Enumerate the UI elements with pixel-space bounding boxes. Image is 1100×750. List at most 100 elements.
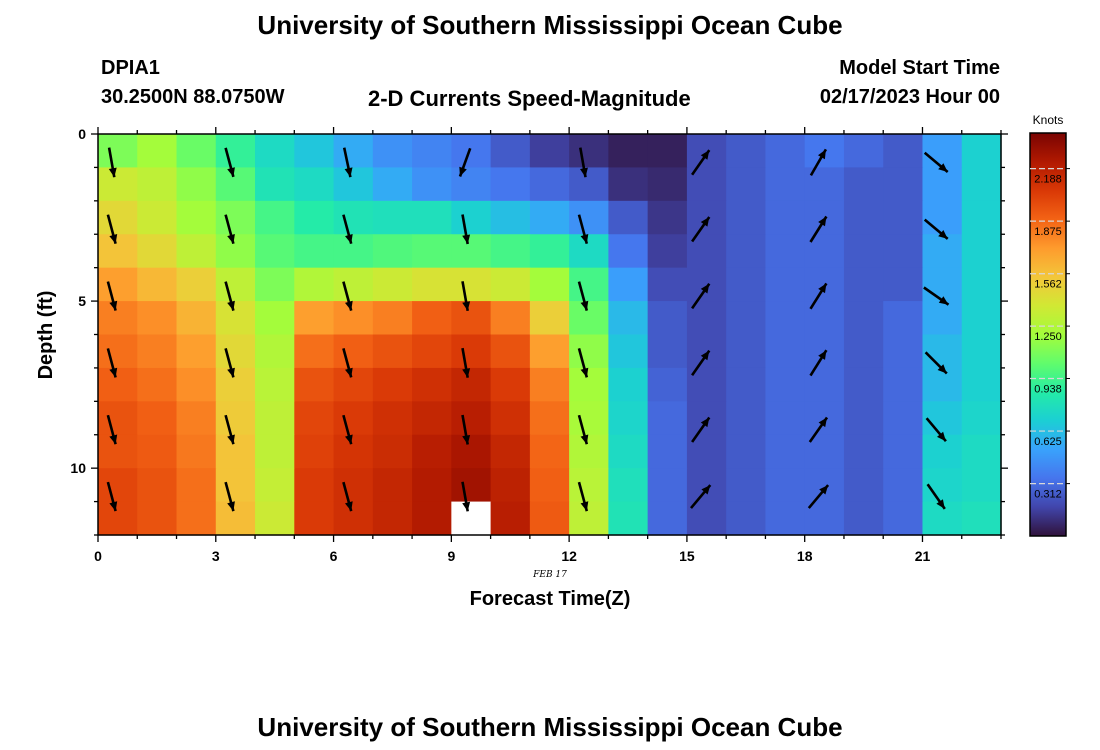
heatmap-cell [726, 501, 767, 536]
heatmap-cell [255, 134, 295, 169]
heatmap-cell [569, 334, 609, 369]
heatmap-cell [490, 200, 531, 235]
heatmap-cell [451, 434, 492, 469]
heatmap-cell [372, 334, 413, 369]
heatmap-cell [98, 401, 138, 436]
colorbar-tick-label: 0.938 [1034, 383, 1062, 395]
arrow-head [580, 167, 588, 178]
arrow-head [818, 350, 827, 360]
heatmap-cell [215, 167, 256, 202]
heatmap-cell [804, 401, 845, 436]
heatmap-cell [412, 134, 452, 169]
heatmap-cell [333, 501, 374, 536]
heatmap-cell [451, 267, 492, 302]
current-arrow [690, 484, 712, 509]
heatmap-cell [137, 401, 178, 436]
heatmap-cell [647, 401, 688, 436]
y-axis-ticks: 0 5 10 [70, 126, 1008, 536]
heatmap-cell [883, 267, 924, 302]
heatmap-cell [529, 234, 570, 269]
heatmap-cell [883, 501, 924, 536]
current-arrow [923, 286, 950, 306]
heatmap-cell [176, 167, 217, 202]
heatmap-cell [333, 200, 374, 235]
heatmap-cell [843, 434, 884, 469]
heatmap-cell [372, 267, 413, 302]
heatmap-cell [961, 234, 1002, 269]
heatmap-cell [490, 401, 531, 436]
arrow-head [227, 501, 235, 512]
arrow-head [700, 217, 710, 227]
arrow-head [937, 431, 946, 442]
heatmap-cell [883, 167, 924, 202]
heatmap-cell [333, 167, 374, 202]
heatmap-cell [647, 301, 688, 336]
heatmap-cell [961, 267, 1002, 302]
arrow-head [108, 167, 117, 178]
colorbar-tick-label: 1.250 [1034, 331, 1062, 343]
arrow-head [109, 367, 118, 378]
current-arrow [577, 414, 589, 445]
heatmap-cell [922, 301, 963, 336]
model-start-time-label: Model Start Time [839, 57, 1000, 79]
heatmap-cell [372, 401, 413, 436]
heatmap-cell [412, 200, 452, 235]
y-tick-label: 10 [70, 460, 86, 476]
heatmap-cell [961, 501, 1002, 536]
heatmap-cell [294, 468, 335, 503]
missing-cell [451, 501, 492, 536]
heatmap-cell [922, 134, 963, 169]
heatmap-cell [215, 134, 256, 169]
arrow-head [462, 301, 471, 311]
heatmap-cell [98, 468, 138, 503]
current-arrow [461, 347, 471, 378]
heatmap-cell [608, 134, 649, 169]
heatmap-cell [726, 401, 767, 436]
heatmap-cell [98, 200, 138, 235]
heatmap-cell [922, 167, 963, 202]
x-tick-label: 3 [212, 548, 220, 564]
colorbar-tick-label: 0.312 [1034, 489, 1062, 501]
heatmap-cell [883, 367, 924, 402]
heatmap-cell [647, 234, 688, 269]
heatmap-cell [765, 200, 806, 235]
arrow-head [227, 300, 235, 311]
current-arrow [224, 214, 235, 245]
heatmap-cell [98, 134, 138, 169]
heatmap-cell [686, 267, 727, 302]
heatmap-cell [608, 334, 649, 369]
heatmap-cell [294, 334, 335, 369]
current-arrow [461, 281, 471, 312]
heatmap-cell [883, 401, 924, 436]
heatmap-cell [294, 267, 335, 302]
heatmap-cell [608, 167, 649, 202]
heatmap-cell [765, 301, 806, 336]
heatmap-cell [215, 234, 256, 269]
arrow-head [818, 417, 827, 428]
model-start-time-value: 02/17/2023 Hour 00 [819, 86, 1000, 108]
heatmap-cell [883, 234, 924, 269]
heatmap-cell [608, 434, 649, 469]
arrow-head [345, 434, 353, 445]
heatmap-cell [98, 434, 138, 469]
heatmap-cell [961, 301, 1002, 336]
x-tick-label: 21 [915, 548, 931, 564]
current-arrow [342, 481, 353, 512]
current-arrow [809, 349, 828, 377]
heatmap-cell [608, 234, 649, 269]
current-arrow [691, 349, 711, 376]
current-arrow [224, 481, 235, 512]
heatmap-cell [333, 334, 374, 369]
heatmap-cell [98, 367, 138, 402]
heatmap-cell [608, 267, 649, 302]
arrow-head [700, 150, 710, 160]
heatmap-cell [961, 134, 1002, 169]
heatmap-cell [333, 367, 374, 402]
arrow-head [109, 234, 118, 244]
heatmap-cell [490, 334, 531, 369]
heatmap-cell [215, 200, 256, 235]
heatmap-cell [883, 434, 924, 469]
y-tick-label: 5 [78, 293, 86, 309]
current-arrow [342, 214, 353, 245]
heatmap-cell [608, 401, 649, 436]
